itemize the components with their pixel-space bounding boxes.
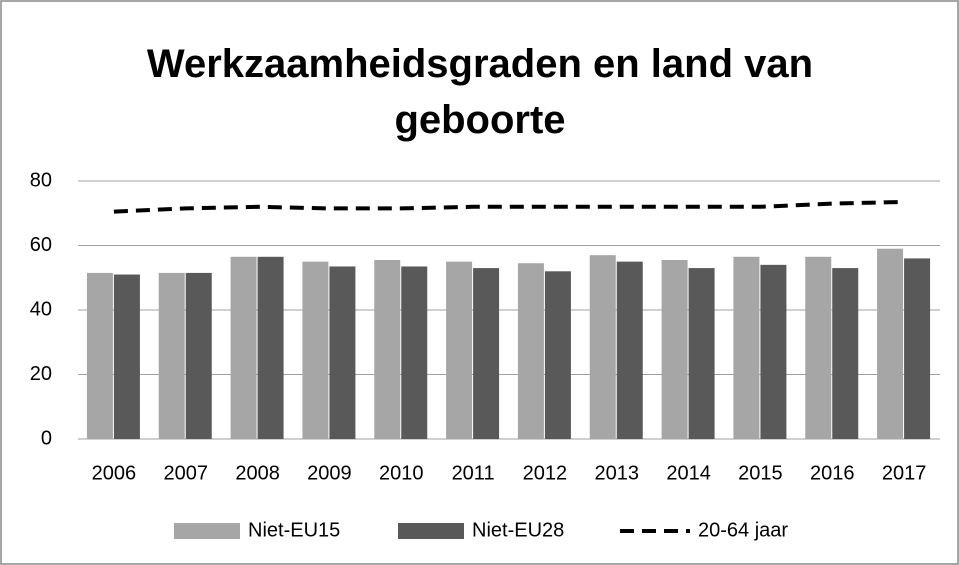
bar — [616, 261, 643, 439]
x-tick-label: 2015 — [738, 462, 783, 484]
x-tick-label: 2017 — [882, 462, 927, 484]
bar — [86, 272, 113, 439]
bar — [760, 264, 787, 439]
legend-label: Niet-EU28 — [472, 519, 564, 541]
bar — [661, 260, 688, 439]
y-tick-label: 40 — [30, 298, 52, 320]
bar — [877, 248, 904, 439]
bar — [805, 256, 832, 439]
x-tick-label: 2006 — [92, 462, 137, 484]
y-tick-label: 0 — [41, 427, 52, 449]
y-tick-label: 20 — [30, 363, 52, 385]
bar — [113, 274, 140, 439]
bar — [904, 258, 931, 439]
x-tick-label: 2013 — [595, 462, 640, 484]
bar — [473, 268, 500, 439]
x-tick-label: 2011 — [452, 462, 495, 484]
bar — [832, 268, 859, 439]
x-tick-label: 2016 — [810, 462, 855, 484]
legend-label: Niet-EU15 — [248, 519, 340, 541]
y-tick-label: 60 — [30, 234, 52, 256]
x-tick-label: 2010 — [379, 462, 424, 484]
line — [113, 199, 905, 214]
chart-title: Werkzaamheidsgraden en land van geboorte — [146, 42, 814, 142]
bar — [302, 261, 329, 439]
bar — [257, 256, 284, 439]
y-tick-label: 80 — [30, 169, 52, 191]
x-tick-label: 2008 — [235, 462, 280, 484]
bar — [517, 263, 544, 439]
bar — [230, 256, 257, 439]
bar — [589, 255, 616, 439]
bar — [544, 271, 571, 439]
bar — [374, 260, 401, 439]
legend-swatch — [398, 523, 464, 539]
legend-label: 20-64 jaar — [698, 519, 788, 541]
bar — [185, 272, 212, 439]
bar — [329, 266, 356, 439]
bar — [158, 272, 185, 439]
x-tick-label: 2007 — [164, 462, 209, 484]
legend-swatch — [174, 523, 240, 539]
x-tick-label: 2012 — [523, 462, 568, 484]
bar — [401, 266, 428, 439]
x-tick-label: 2014 — [666, 462, 711, 484]
bar — [733, 256, 760, 439]
bar — [688, 268, 715, 439]
bar — [446, 261, 473, 439]
x-tick-label: 2009 — [307, 462, 352, 484]
